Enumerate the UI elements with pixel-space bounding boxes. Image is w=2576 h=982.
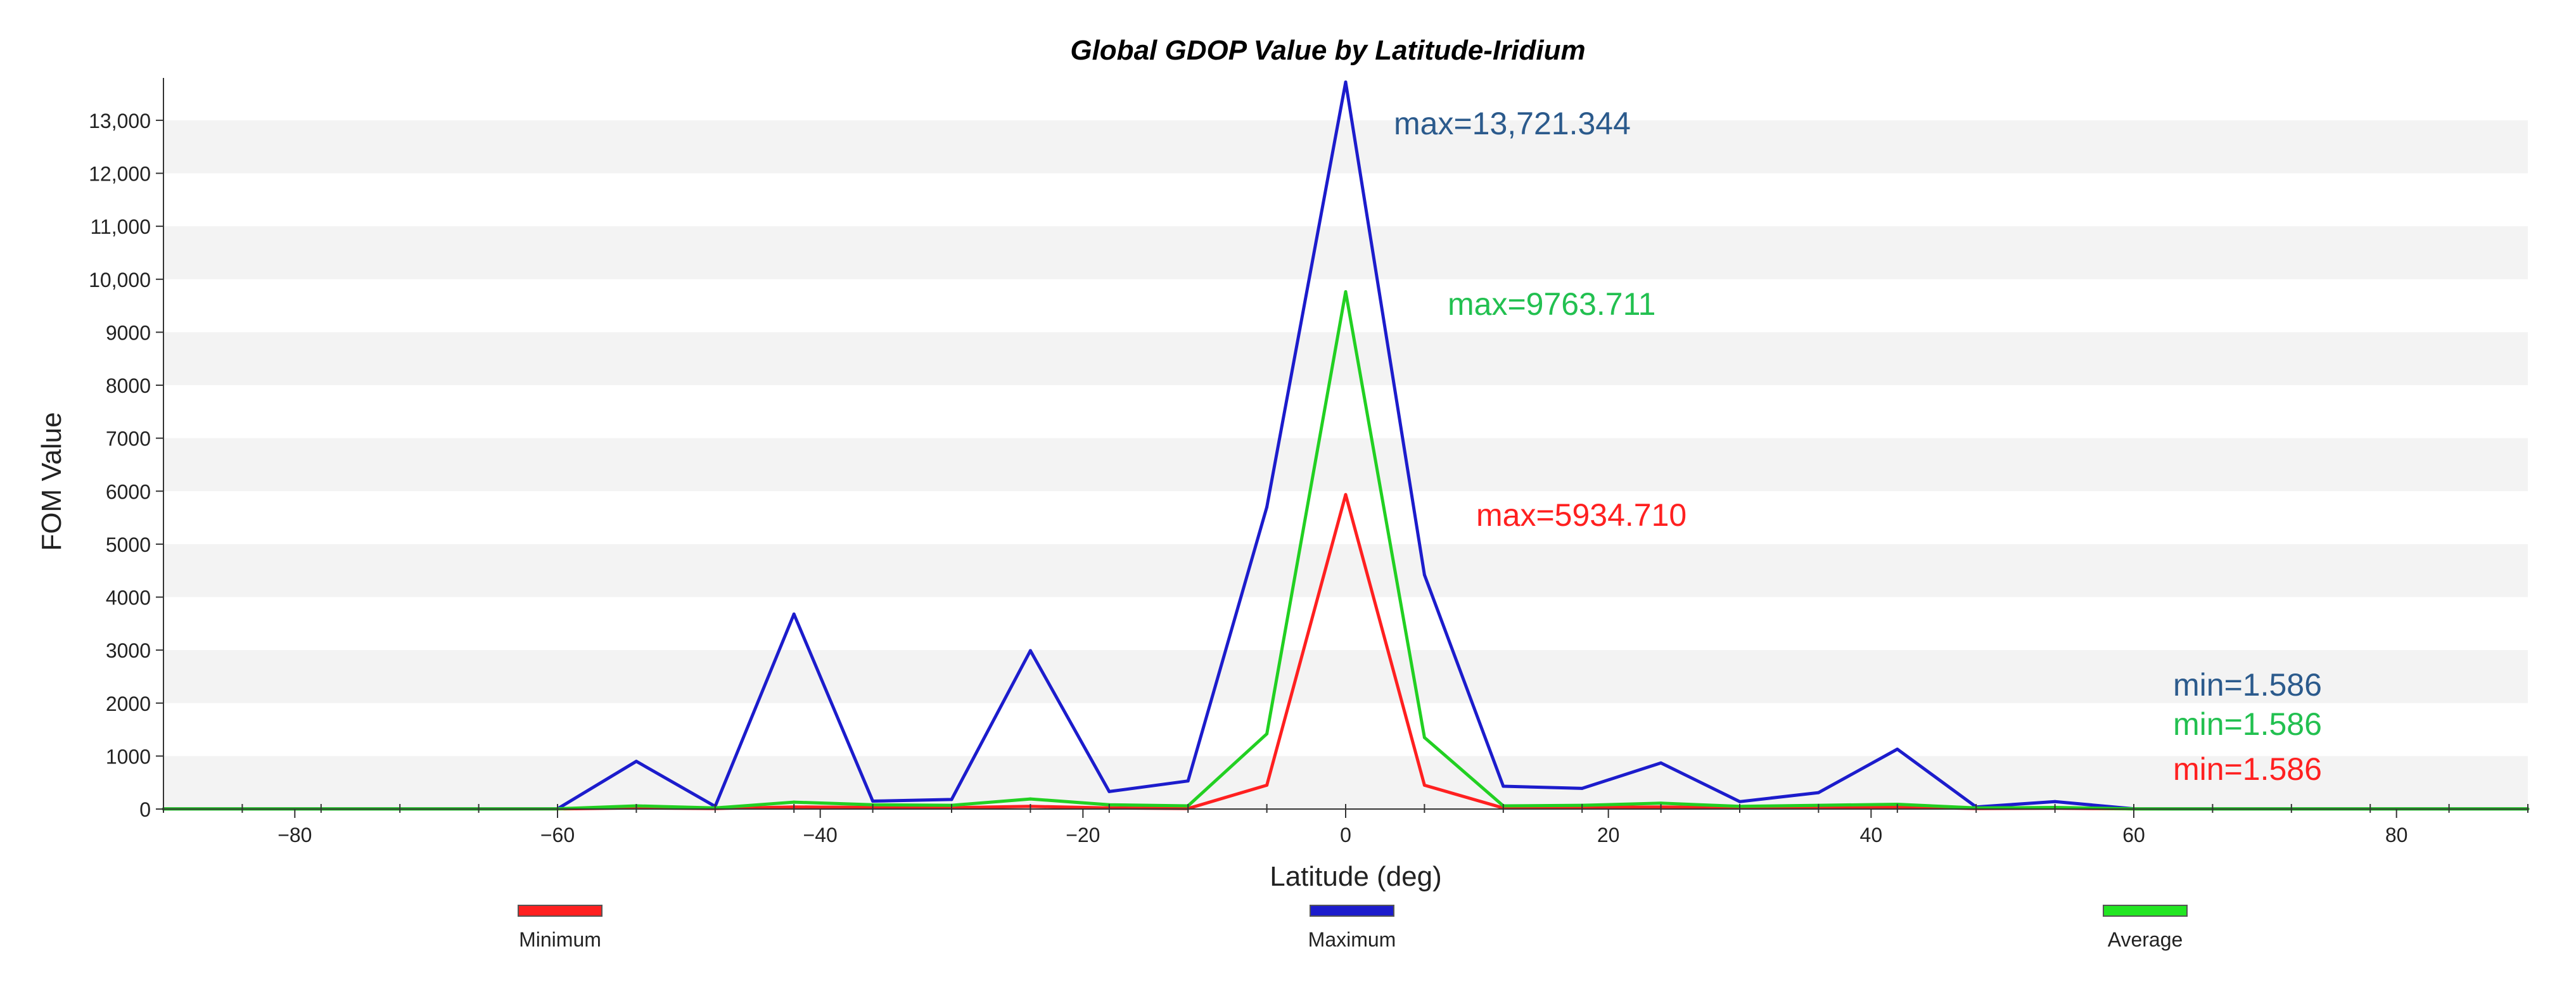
data-point-maximum xyxy=(1028,649,1032,653)
x-tick-label: 0 xyxy=(1340,824,1351,846)
annotation-max-maximum: max=13,721.344 xyxy=(1394,106,1631,141)
x-tick-label: −60 xyxy=(540,824,575,846)
y-tick-label: 1000 xyxy=(106,745,151,768)
legend-swatch-average xyxy=(2103,905,2188,917)
data-point-maximum xyxy=(1107,789,1111,793)
x-tick-label: −40 xyxy=(803,824,838,846)
data-point-maximum xyxy=(1265,505,1269,509)
data-point-maximum xyxy=(634,760,638,763)
y-tick-label: 10,000 xyxy=(89,269,151,291)
data-point-average xyxy=(1659,801,1663,805)
grid-band xyxy=(163,438,2528,492)
y-tick-label: 3000 xyxy=(106,639,151,662)
data-point-maximum xyxy=(1896,748,1899,751)
data-point-average xyxy=(1265,732,1269,736)
data-point-maximum xyxy=(1502,784,1505,788)
legend-label-minimum: Minimum xyxy=(519,928,601,951)
x-tick-label: −80 xyxy=(277,824,312,846)
data-point-maximum xyxy=(1580,786,1584,790)
data-point-minimum xyxy=(1344,493,1348,497)
grid-band xyxy=(163,756,2528,809)
data-point-maximum xyxy=(1659,761,1663,765)
data-point-minimum xyxy=(1265,783,1269,787)
y-tick-label: 4000 xyxy=(106,587,151,609)
y-tick-label: 12,000 xyxy=(89,163,151,186)
annotation-max-minimum: max=5934.710 xyxy=(1476,497,1687,533)
x-tick-label: 80 xyxy=(2385,824,2408,846)
annotation-min-average: min=1.586 xyxy=(2173,706,2322,742)
axes: 0 1000 2000 3000 4000 5000 6000 7000 8000 9000 10,… xyxy=(89,78,2528,846)
y-tick-label: 2000 xyxy=(106,692,151,715)
data-point-maximum xyxy=(1816,791,1820,794)
annotation-max-average: max=9763.711 xyxy=(1448,286,1656,322)
legend: Minimum Maximum Average xyxy=(518,905,2188,951)
y-tick-label: 13,000 xyxy=(89,110,151,132)
grid-bands xyxy=(163,120,2528,809)
grid-band xyxy=(163,544,2528,597)
data-point-maximum xyxy=(1422,573,1426,577)
data-point-maximum xyxy=(792,612,796,616)
data-point-maximum xyxy=(1344,80,1348,84)
data-point-maximum xyxy=(950,798,953,801)
y-tick-label: 9000 xyxy=(106,321,151,344)
y-tick-label: 0 xyxy=(139,798,151,821)
y-tick-label: 7000 xyxy=(106,428,151,450)
data-point-maximum xyxy=(871,799,875,803)
data-point-average xyxy=(792,800,796,804)
x-tick-label: −20 xyxy=(1066,824,1100,846)
data-point-average xyxy=(1344,290,1348,294)
data-point-average xyxy=(1422,736,1426,739)
data-point-maximum xyxy=(1186,779,1190,783)
grid-band xyxy=(163,226,2528,279)
x-tick-label: 40 xyxy=(1860,824,1883,846)
annotation-min-maximum: min=1.586 xyxy=(2173,667,2322,703)
y-tick-label: 11,000 xyxy=(91,215,151,238)
y-tick-label: 8000 xyxy=(106,374,151,397)
legend-label-average: Average xyxy=(2108,928,2183,951)
grid-band xyxy=(163,650,2528,703)
legend-swatch-minimum xyxy=(518,905,603,917)
grid-band xyxy=(163,332,2528,386)
data-point-minimum xyxy=(1422,783,1426,787)
x-tick-label: 60 xyxy=(2122,824,2145,846)
y-tick-label: 5000 xyxy=(106,533,151,556)
legend-swatch-maximum xyxy=(1310,905,1394,917)
x-axis-label: Latitude (deg) xyxy=(1270,861,1442,892)
y-axis-label: FOM Value xyxy=(36,412,67,551)
data-point-maximum xyxy=(1738,800,1742,803)
annotations: max=13,721.344 max=9763.711 max=5934.710… xyxy=(1394,106,2322,787)
annotation-min-minimum: min=1.586 xyxy=(2173,751,2322,787)
grid-band xyxy=(163,120,2528,174)
y-tick-label: 6000 xyxy=(106,480,151,503)
data-point-maximum xyxy=(2053,800,2057,803)
x-tick-label: 20 xyxy=(1597,824,1620,846)
data-point-average xyxy=(1028,797,1032,801)
chart-title: Global GDOP Value by Latitude-Iridium xyxy=(1070,35,1585,66)
legend-label-maximum: Maximum xyxy=(1308,928,1396,951)
